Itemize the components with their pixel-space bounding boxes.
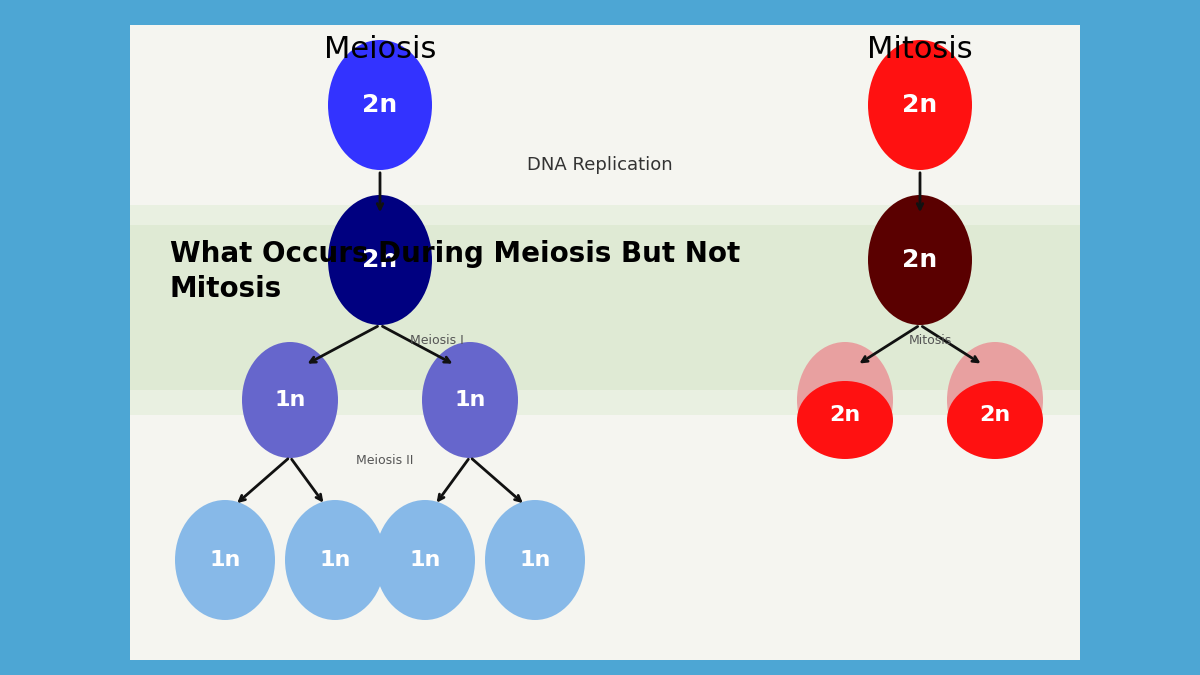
- Text: Mitosis: Mitosis: [868, 35, 973, 64]
- Text: Mitosis: Mitosis: [908, 333, 952, 346]
- Ellipse shape: [328, 195, 432, 325]
- Text: 2n: 2n: [362, 248, 397, 272]
- Ellipse shape: [947, 381, 1043, 459]
- Text: DNA Replication: DNA Replication: [527, 156, 673, 174]
- Text: 2n: 2n: [979, 405, 1010, 425]
- Text: Meiosis: Meiosis: [324, 35, 436, 64]
- Text: 2n: 2n: [829, 405, 860, 425]
- Ellipse shape: [868, 40, 972, 170]
- Text: 2n: 2n: [902, 93, 937, 117]
- Text: What Occurs During Meiosis But Not
Mitosis: What Occurs During Meiosis But Not Mitos…: [170, 240, 740, 302]
- Ellipse shape: [797, 381, 893, 459]
- Ellipse shape: [868, 195, 972, 325]
- Text: 1n: 1n: [275, 390, 306, 410]
- Ellipse shape: [286, 500, 385, 620]
- Text: 1n: 1n: [319, 550, 350, 570]
- Ellipse shape: [797, 342, 893, 458]
- Text: 1n: 1n: [209, 550, 241, 570]
- Ellipse shape: [422, 342, 518, 458]
- Ellipse shape: [485, 500, 586, 620]
- Text: 2n: 2n: [362, 93, 397, 117]
- Ellipse shape: [374, 500, 475, 620]
- Text: 2n: 2n: [902, 248, 937, 272]
- FancyBboxPatch shape: [130, 225, 1080, 390]
- Text: 1n: 1n: [520, 550, 551, 570]
- Text: 1n: 1n: [455, 390, 486, 410]
- Ellipse shape: [328, 40, 432, 170]
- Ellipse shape: [242, 342, 338, 458]
- FancyBboxPatch shape: [130, 205, 1080, 415]
- Text: 1n: 1n: [409, 550, 440, 570]
- Ellipse shape: [175, 500, 275, 620]
- Text: Meiosis II: Meiosis II: [356, 454, 414, 466]
- FancyBboxPatch shape: [130, 25, 1080, 660]
- Text: Meiosis I: Meiosis I: [410, 333, 463, 346]
- Ellipse shape: [947, 342, 1043, 458]
